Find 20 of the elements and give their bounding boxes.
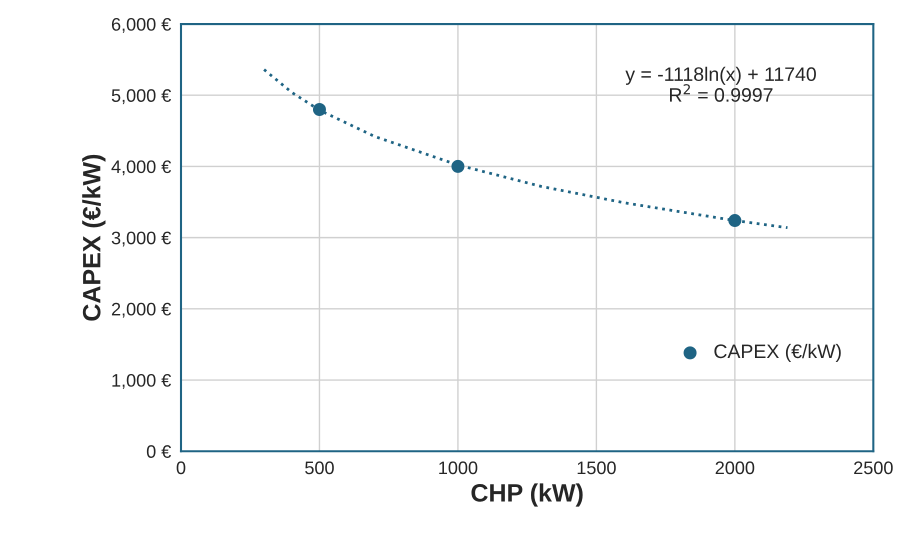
y-tick-label: 5,000 €: [112, 89, 172, 104]
y-tick-label: 2,000 €: [112, 302, 172, 318]
y-tick-label: 0 €: [146, 445, 172, 458]
y-tick-label: 3,000 €: [112, 232, 172, 246]
x-tick-label: 1500: [578, 461, 616, 474]
x-axis-title: CHP (kW): [471, 483, 583, 507]
y-tick-label: 1,000 €: [112, 374, 172, 389]
x-tick-label: 0: [176, 461, 186, 474]
x-tick-label: 2000: [716, 461, 754, 474]
x-tick-label: 2500: [854, 461, 893, 474]
y-axis-title: CAPEX (€/kW): [82, 154, 106, 321]
point: [312, 102, 326, 116]
y-tick-label: 6,000 €: [112, 18, 172, 33]
legend-label: CAPEX (€/kW): [714, 344, 841, 362]
point: [451, 160, 464, 173]
x-tick-label: 1000: [439, 461, 478, 474]
annotation: y = -1118ln(x) + 11740 R$^{2}$ = 0.9997: [625, 66, 816, 102]
x-tick-label: 500: [305, 461, 334, 474]
point: [728, 214, 742, 228]
y-tick-label: 4,000 €: [111, 160, 172, 176]
